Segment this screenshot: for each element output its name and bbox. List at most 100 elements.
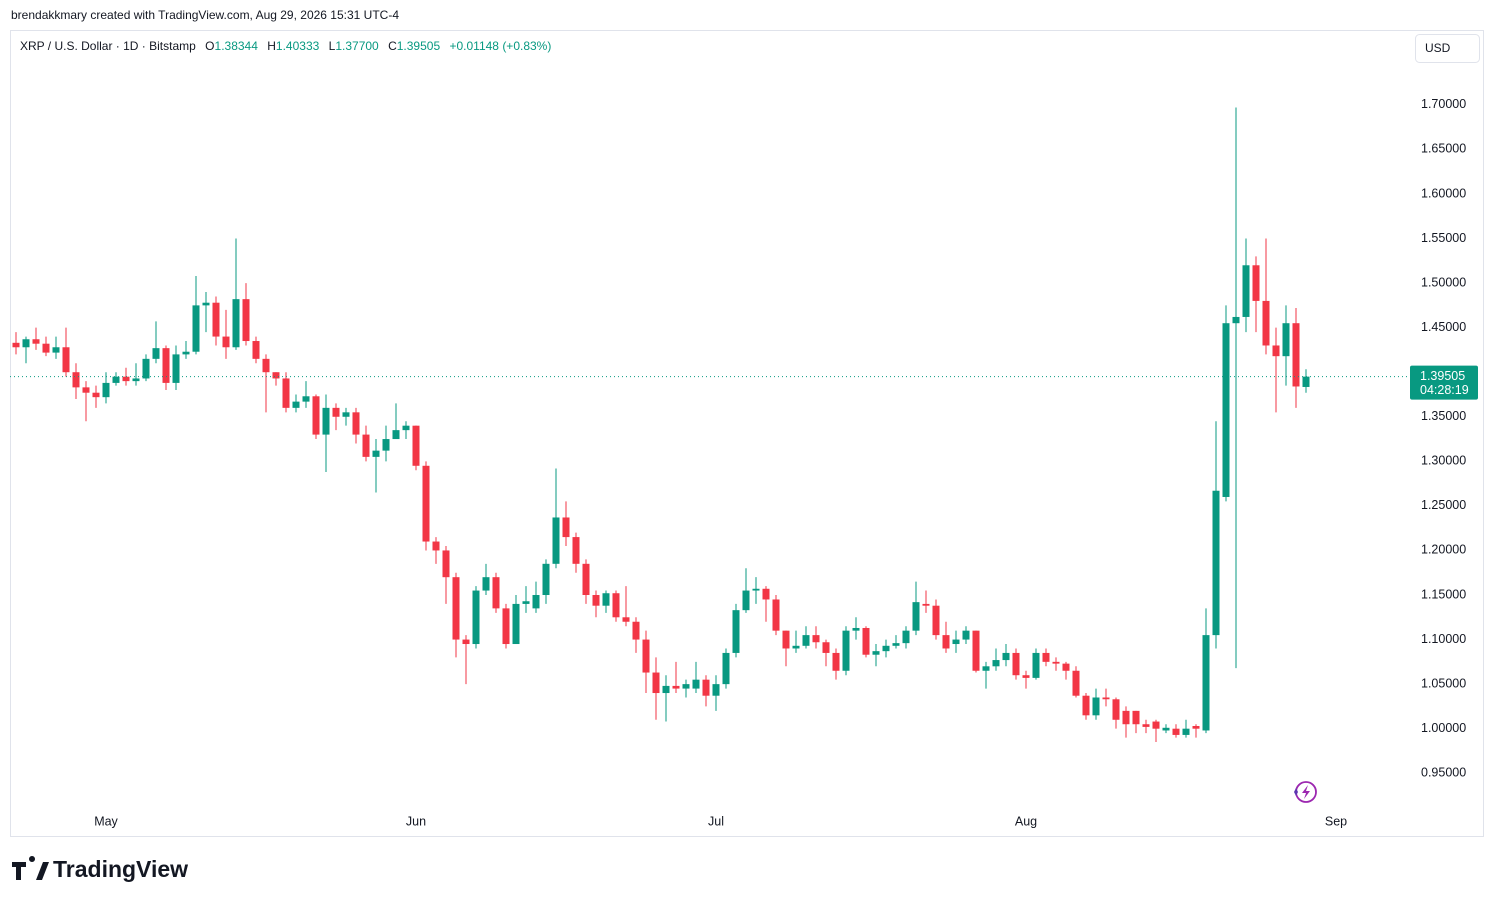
currency-text[interactable]: USD xyxy=(1425,41,1451,55)
open-key: O xyxy=(205,39,214,53)
candle-body xyxy=(1112,699,1120,720)
low-text: 1.37700 xyxy=(335,39,379,53)
tradingview-logo: TradingView xyxy=(12,856,188,882)
y-tick-label: 1.10000 xyxy=(1421,632,1466,646)
candle-body xyxy=(402,425,410,431)
y-tick-label: 1.50000 xyxy=(1421,275,1466,289)
currency-button[interactable] xyxy=(1415,34,1480,63)
x-tick-label: Jul xyxy=(708,814,724,828)
candle-body xyxy=(1122,710,1130,725)
candle-body xyxy=(342,412,350,417)
candle-body xyxy=(22,339,30,348)
candle-body xyxy=(742,590,750,611)
candle-body xyxy=(752,588,760,591)
candle-body xyxy=(572,537,580,564)
candle-body xyxy=(1132,710,1140,725)
y-tick-label: 1.55000 xyxy=(1421,231,1466,245)
candle-body xyxy=(952,639,960,645)
candle-body xyxy=(532,595,540,609)
candle-body xyxy=(1072,670,1080,696)
candle-body xyxy=(632,621,640,640)
candle-body xyxy=(112,376,120,383)
candle-body xyxy=(42,343,50,353)
candle-body xyxy=(212,302,220,337)
candle-body xyxy=(232,299,240,348)
candle-body xyxy=(272,372,280,379)
candle-body xyxy=(982,666,990,671)
candle-body xyxy=(1032,652,1040,678)
candle-body xyxy=(692,679,700,689)
close-key: C xyxy=(388,39,397,53)
close-text: 1.39505 xyxy=(397,39,441,53)
countdown-label: 04:28:19 xyxy=(1420,383,1469,397)
candle-body xyxy=(622,617,630,622)
x-tick-label: Sep xyxy=(1325,814,1347,828)
candle-body xyxy=(762,588,770,600)
candle-body xyxy=(802,635,810,646)
candle-body xyxy=(732,610,740,653)
candle-body xyxy=(502,608,510,645)
candle-body xyxy=(892,643,900,646)
candle-body xyxy=(1012,652,1020,676)
candle-body xyxy=(52,347,60,353)
candle-body xyxy=(932,605,940,636)
candle-body xyxy=(1262,300,1270,346)
x-tick-label: May xyxy=(94,814,118,828)
y-tick-label: 1.20000 xyxy=(1421,543,1466,557)
candle-body xyxy=(492,577,500,609)
candle-body xyxy=(1002,652,1010,661)
candle-body xyxy=(262,358,270,373)
candle-body xyxy=(992,660,1000,667)
candle-body xyxy=(162,348,170,383)
y-tick-label: 1.25000 xyxy=(1421,498,1466,512)
y-tick-label: 1.15000 xyxy=(1421,587,1466,601)
candle-body xyxy=(912,602,920,631)
candle-body xyxy=(372,450,380,457)
candle-body xyxy=(1092,697,1100,716)
y-tick-label: 1.00000 xyxy=(1421,721,1466,735)
candle-body xyxy=(1172,728,1180,735)
candle-body xyxy=(152,348,160,359)
candle-body xyxy=(1202,635,1210,731)
candle-body xyxy=(202,302,210,306)
candle-body xyxy=(222,336,230,348)
candle-body xyxy=(62,347,70,373)
candle-body xyxy=(512,603,520,645)
candle-body xyxy=(1282,323,1290,357)
candle-body xyxy=(652,672,660,694)
candle-body xyxy=(712,684,720,696)
candle-body xyxy=(1022,675,1030,678)
candle-body xyxy=(1302,376,1310,387)
candle-body xyxy=(542,563,550,596)
candle-body xyxy=(612,593,620,618)
candle-body xyxy=(702,679,710,696)
candle-body xyxy=(1212,490,1220,636)
candle-body xyxy=(792,645,800,649)
candle-body xyxy=(582,563,590,596)
candle-body xyxy=(122,376,130,382)
candle-body xyxy=(322,407,330,435)
candle-body xyxy=(832,652,840,671)
candle-body xyxy=(1052,661,1060,664)
y-tick-label: 0.95000 xyxy=(1421,766,1466,780)
candle-body xyxy=(872,651,880,655)
candle-body xyxy=(782,630,790,649)
change-text: +0.01148 (+0.83%) xyxy=(449,39,551,53)
candle-body xyxy=(942,635,950,649)
candle-body xyxy=(672,685,680,689)
candle-body xyxy=(592,595,600,606)
chart-frame xyxy=(10,30,1484,837)
candle-body xyxy=(392,430,400,440)
candle-body xyxy=(242,299,250,342)
candle-body xyxy=(842,630,850,671)
candle-body xyxy=(1082,695,1090,716)
y-tick-label: 1.70000 xyxy=(1421,97,1466,111)
candle-body xyxy=(292,401,300,408)
candle-body xyxy=(452,577,460,640)
x-tick-label: Jun xyxy=(406,814,426,828)
candle-body xyxy=(812,635,820,643)
candle-body xyxy=(1042,652,1050,662)
candle-body xyxy=(282,378,290,408)
candle-body xyxy=(442,550,450,578)
